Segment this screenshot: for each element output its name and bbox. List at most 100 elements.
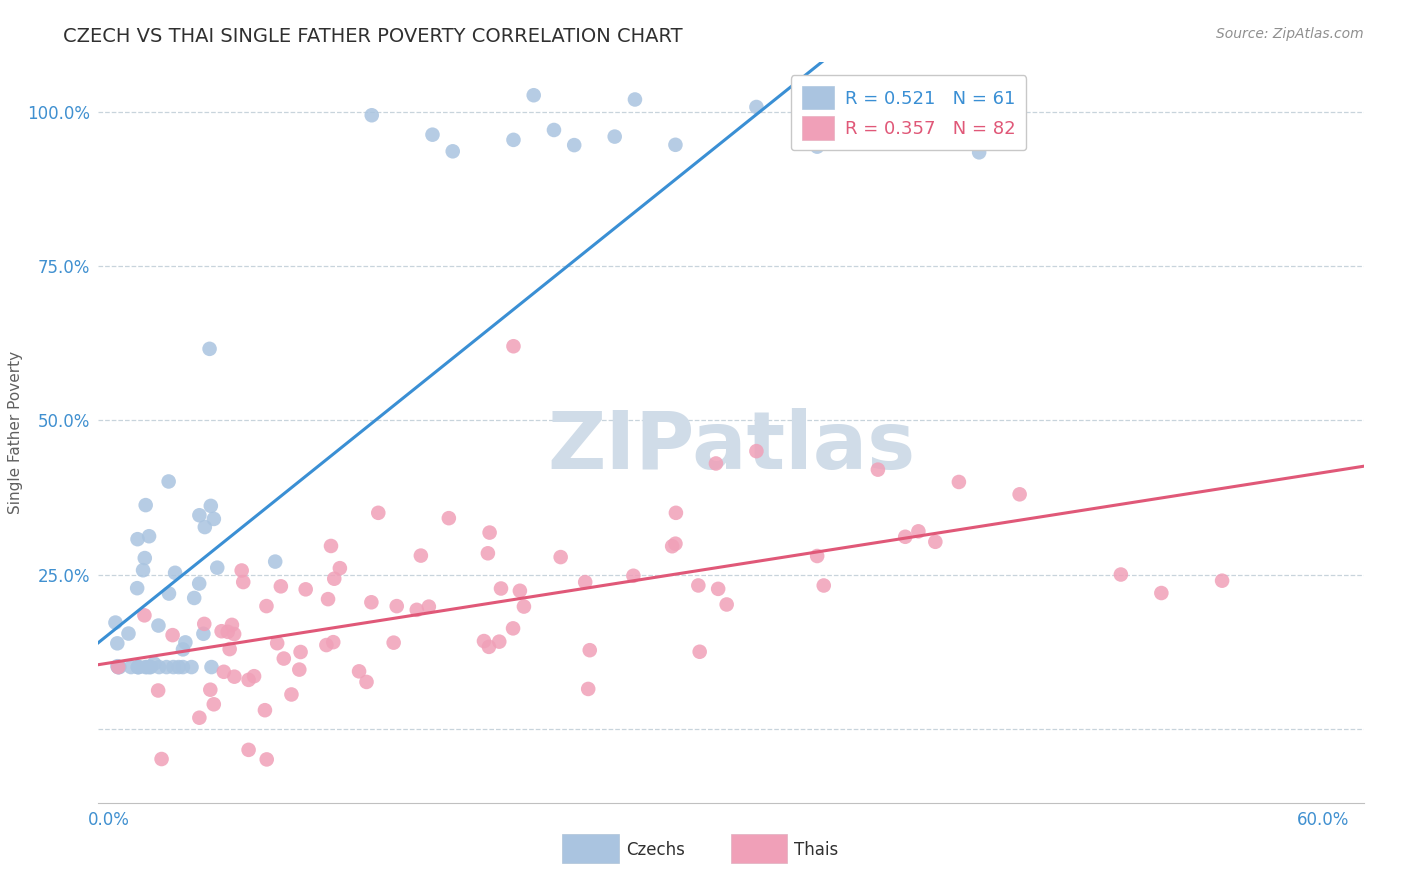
Point [621, 568, 644, 582]
Point [172, 642, 194, 657]
Point [253, 703, 276, 717]
Point [745, 444, 768, 458]
Point [157, 475, 180, 489]
Point [603, 129, 626, 144]
Point [1008, 90, 1031, 104]
Point [846, 88, 869, 103]
Point [806, 549, 828, 563]
Point [624, 93, 647, 107]
Point [224, 670, 246, 684]
Point [550, 550, 572, 565]
Point [127, 660, 149, 674]
Point [409, 549, 432, 563]
Point [665, 506, 688, 520]
Point [967, 145, 990, 160]
Point [661, 539, 683, 553]
Point [405, 603, 427, 617]
Legend: R = 0.521   N = 61, R = 0.357   N = 82: R = 0.521 N = 61, R = 0.357 N = 82 [790, 75, 1026, 151]
Text: CZECH VS THAI SINGLE FATHER POVERTY CORRELATION CHART: CZECH VS THAI SINGLE FATHER POVERTY CORR… [63, 27, 683, 45]
Point [157, 586, 180, 600]
Point [243, 669, 266, 683]
Point [813, 578, 835, 592]
Point [477, 546, 499, 560]
Point [162, 628, 184, 642]
Point [437, 511, 460, 525]
Point [924, 534, 946, 549]
Point [1150, 586, 1173, 600]
Point [135, 660, 157, 674]
Text: Source: ZipAtlas.com: Source: ZipAtlas.com [1216, 27, 1364, 41]
Y-axis label: Single Father Poverty: Single Father Poverty [8, 351, 24, 514]
Point [117, 626, 139, 640]
Point [523, 88, 546, 103]
Point [574, 575, 596, 590]
Point [576, 681, 599, 696]
Point [256, 599, 278, 613]
Text: Czechs: Czechs [626, 841, 685, 859]
Point [207, 560, 229, 574]
Point [280, 688, 302, 702]
Point [256, 752, 278, 766]
Point [266, 636, 288, 650]
Point [478, 525, 501, 540]
Point [155, 660, 177, 674]
Point [188, 576, 211, 591]
Point [688, 578, 710, 592]
Point [1211, 574, 1233, 588]
Point [329, 561, 352, 575]
Point [188, 508, 211, 523]
Point [127, 581, 149, 595]
Point [238, 673, 260, 687]
Point [221, 618, 243, 632]
Point [148, 660, 170, 674]
Point [316, 592, 339, 607]
Point [136, 660, 159, 674]
Point [202, 698, 225, 712]
Point [150, 752, 173, 766]
Point [472, 634, 495, 648]
Point [502, 339, 524, 353]
Point [198, 342, 221, 356]
Point [202, 512, 225, 526]
Point [689, 645, 711, 659]
Point [356, 674, 378, 689]
Point [422, 128, 444, 142]
Point [290, 645, 312, 659]
Point [231, 564, 253, 578]
Point [143, 657, 166, 671]
Point [139, 660, 162, 674]
Point [478, 640, 501, 654]
Point [543, 123, 565, 137]
Point [105, 636, 128, 650]
Point [167, 660, 190, 674]
Point [134, 551, 156, 566]
Point [562, 138, 585, 153]
Point [323, 572, 346, 586]
Point [211, 624, 233, 639]
Point [704, 457, 727, 471]
Point [193, 616, 215, 631]
Point [107, 659, 129, 673]
Point [360, 108, 382, 122]
Point [806, 139, 828, 153]
Point [232, 575, 254, 590]
Point [502, 133, 524, 147]
Point [322, 635, 344, 649]
Point [513, 599, 536, 614]
Point [664, 536, 686, 550]
Point [104, 615, 127, 630]
Point [1008, 487, 1031, 501]
Point [135, 498, 157, 512]
Point [200, 499, 222, 513]
Point [1109, 567, 1132, 582]
Text: Thais: Thais [794, 841, 838, 859]
Point [907, 115, 929, 129]
Point [174, 635, 197, 649]
Point [894, 530, 917, 544]
Point [194, 520, 217, 534]
Point [273, 651, 295, 665]
Point [218, 642, 240, 657]
Point [288, 663, 311, 677]
Point [907, 524, 929, 539]
Point [347, 665, 370, 679]
